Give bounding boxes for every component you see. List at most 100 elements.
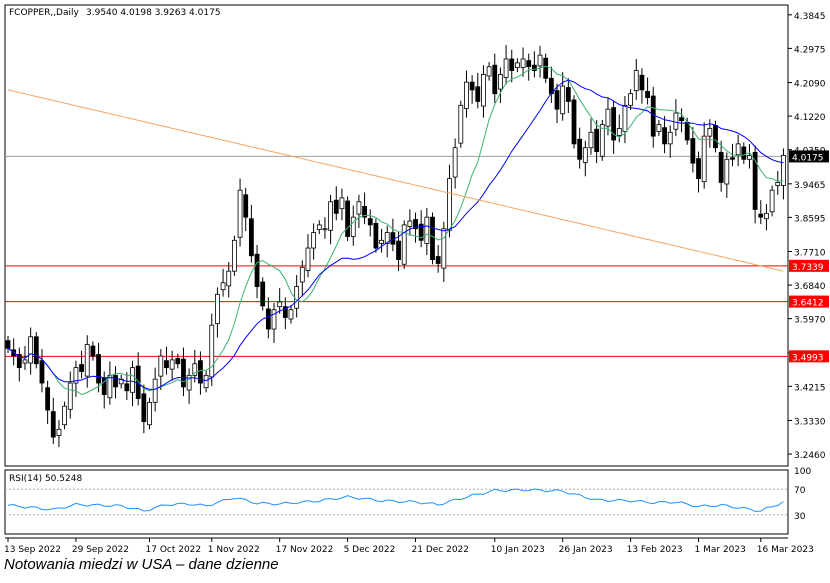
y-tick-label: 4.2975 xyxy=(794,45,826,55)
candle-body xyxy=(458,104,464,144)
candle-body xyxy=(152,378,158,403)
x-tick-label: 17 Nov 2022 xyxy=(276,545,334,555)
candle-body xyxy=(622,104,628,132)
candle-body xyxy=(503,58,509,78)
rsi-label: RSI(14) 50.5248 xyxy=(9,474,82,484)
x-tick-label: 21 Dec 2022 xyxy=(412,545,470,555)
candle-body xyxy=(113,374,118,388)
candle-body xyxy=(130,367,135,393)
rsi-tick-label: 70 xyxy=(794,486,806,496)
candle-body xyxy=(124,383,130,392)
candle-body xyxy=(554,90,560,110)
candle-body xyxy=(333,199,339,214)
candle-body xyxy=(752,151,758,210)
candle-body xyxy=(605,108,611,127)
level-label-box xyxy=(789,259,829,272)
candle-body xyxy=(560,85,566,115)
level-label: 3.4993 xyxy=(792,353,824,363)
candle-body xyxy=(5,340,11,349)
candle-body xyxy=(158,355,164,377)
candle-body xyxy=(526,60,532,68)
candle-body xyxy=(67,382,73,410)
candle-body xyxy=(28,336,34,364)
candle-body xyxy=(101,378,107,396)
candle-body xyxy=(169,359,175,370)
level-label: 3.6412 xyxy=(792,299,824,309)
candle-body xyxy=(379,239,384,244)
y-tick-label: 4.3845 xyxy=(794,12,826,22)
candle-body xyxy=(571,99,577,145)
y-tick-label: 3.8595 xyxy=(794,214,826,224)
y-tick-label: 3.3330 xyxy=(794,417,826,427)
y-tick-label: 4.1220 xyxy=(794,113,826,123)
long-moving-average-line xyxy=(7,89,784,272)
candle-body xyxy=(582,147,588,163)
candle-body xyxy=(588,131,594,149)
candle-body xyxy=(531,64,537,71)
candle-body xyxy=(141,393,147,423)
medium-moving-average-line xyxy=(7,79,784,390)
candle-body xyxy=(413,219,418,230)
candle-body xyxy=(316,224,322,230)
candle-body xyxy=(650,95,656,137)
candle-body xyxy=(577,138,583,160)
main-panel: 4.38454.29754.20904.12204.03503.94653.85… xyxy=(4,4,829,467)
y-tick-label: 3.2460 xyxy=(794,451,826,461)
candle-body xyxy=(265,308,271,330)
candle-body xyxy=(260,281,266,307)
y-tick-label: 3.5970 xyxy=(794,316,826,326)
candle-body xyxy=(254,253,260,288)
candle-body xyxy=(33,336,39,365)
candle-body xyxy=(667,131,673,145)
candle-body xyxy=(735,143,741,156)
y-tick-label: 3.6840 xyxy=(794,282,826,292)
candle-body xyxy=(305,247,311,271)
candle-body xyxy=(164,360,169,369)
y-tick-label: 3.7710 xyxy=(794,249,826,259)
candle-body xyxy=(288,309,294,320)
candle-body xyxy=(401,224,407,265)
candle-body xyxy=(181,358,186,388)
candle-body xyxy=(299,266,305,283)
candle-body xyxy=(96,354,101,384)
ohlc-label: 3.9540 4.0198 3.9263 4.0175 xyxy=(86,8,221,18)
last-price-box xyxy=(789,150,829,163)
candle-body xyxy=(611,107,617,141)
candle-body xyxy=(248,218,254,257)
rsi-tick-label: 30 xyxy=(794,512,806,522)
candle-body xyxy=(441,228,447,269)
level-label-box xyxy=(789,295,829,308)
candle-body xyxy=(90,345,96,357)
last-price-label: 4.0175 xyxy=(792,153,824,163)
candle-body xyxy=(565,87,571,102)
candle-body xyxy=(186,374,192,391)
candle-body xyxy=(220,282,226,291)
candle-body xyxy=(226,270,232,287)
candle-body xyxy=(684,121,690,141)
x-tick-label: 13 Sep 2022 xyxy=(4,545,61,555)
x-tick-label: 16 Mar 2023 xyxy=(757,545,814,555)
candle-body xyxy=(764,212,769,220)
chart-caption: Notowania miedzi w USA – dane dzienne xyxy=(4,556,279,573)
rsi-plot-frame xyxy=(4,469,789,535)
candle-body xyxy=(594,128,600,152)
y-tick-label: 4.2090 xyxy=(794,80,826,90)
candle-body xyxy=(277,301,283,308)
candle-body xyxy=(209,324,215,378)
x-tick-label: 13 Feb 2023 xyxy=(627,545,683,555)
candle-body xyxy=(11,349,17,357)
price-chart: 4.38454.29754.20904.12204.03503.94653.85… xyxy=(4,4,829,555)
candle-body xyxy=(696,158,701,179)
candles xyxy=(5,45,786,448)
candle-body xyxy=(724,158,730,185)
x-tick-label: 10 Jan 2023 xyxy=(491,545,545,555)
candle-body xyxy=(616,128,622,136)
x-tick-label: 26 Jan 2023 xyxy=(559,545,613,555)
candle-body xyxy=(498,74,503,90)
candle-body xyxy=(345,200,351,237)
candle-body xyxy=(311,232,317,249)
candle-body xyxy=(175,357,181,365)
candle-body xyxy=(673,112,679,130)
candle-body xyxy=(350,216,356,237)
x-tick-label: 1 Mar 2023 xyxy=(695,545,746,555)
